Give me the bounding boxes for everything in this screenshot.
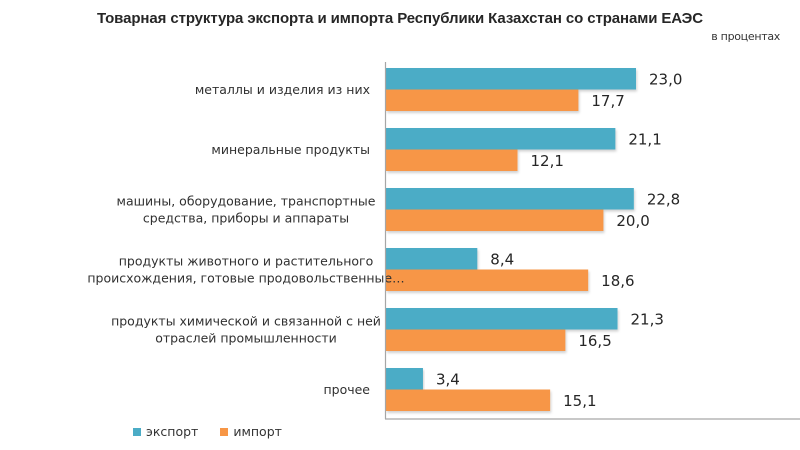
category-label: прочее [323, 382, 370, 397]
export-value-label: 23,0 [649, 70, 682, 88]
export-value-label: 21,3 [631, 310, 664, 328]
chart-title: Товарная структура экспорта и импорта Ре… [97, 10, 703, 27]
category-label-line: продукты животного и растительного [119, 254, 374, 269]
import-value-label: 15,1 [563, 392, 596, 410]
category-label-line: машины, оборудование, транспортные [117, 194, 376, 209]
export-bar [386, 188, 634, 210]
import-bar [386, 209, 604, 231]
export-value-label: 21,1 [628, 130, 661, 148]
category-label: металлы и изделия из них [195, 82, 370, 97]
export-bar [386, 368, 423, 390]
import-value-label: 17,7 [591, 92, 624, 110]
import-value-label: 16,5 [578, 332, 611, 350]
category-label-line: происхождения, готовые продовольственные… [87, 271, 404, 286]
import-value-label: 12,1 [531, 152, 564, 170]
category-labels: металлы и изделия из них минеральные прод… [87, 82, 404, 397]
category-label: минеральные продукты [211, 142, 370, 157]
category-label-line: продукты химической и связанной с ней [111, 314, 381, 329]
category-label-line: прочее [323, 382, 370, 397]
legend-swatch-export [133, 427, 141, 436]
legend: экспорт импорт [133, 424, 282, 439]
export-value-label: 22,8 [647, 190, 680, 208]
export-bar [386, 128, 616, 150]
import-bar [386, 329, 566, 351]
export-value-label: 3,4 [436, 370, 460, 388]
category-label-line: отраслей промышленности [155, 331, 337, 346]
export-bar [386, 248, 478, 270]
category-label: машины, оборудование, транспортные средст… [117, 194, 376, 226]
legend-swatch-import [220, 427, 229, 436]
import-value-label: 20,0 [616, 212, 649, 230]
legend-item-export: экспорт [133, 424, 198, 439]
value-labels: 23,0 17,7 21,1 12,1 22,8 20,0 8,4 18,6 21,3 16,5 3… [436, 70, 682, 410]
legend-item-import: импорт [220, 424, 282, 439]
import-bar [386, 89, 579, 111]
bars-layer [386, 68, 637, 411]
import-bar [386, 149, 518, 171]
export-bar [386, 68, 637, 90]
import-bar [386, 389, 551, 411]
legend-label-import: импорт [233, 424, 282, 439]
import-value-label: 18,6 [601, 272, 634, 290]
category-label-line: металлы и изделия из них [195, 82, 370, 97]
category-label-line: средства, приборы и аппараты [143, 211, 349, 226]
category-label-line: минеральные продукты [211, 142, 370, 157]
legend-label-export: экспорт [146, 424, 199, 439]
export-value-label: 8,4 [490, 250, 514, 268]
category-label: продукты животного и растительного происх… [87, 254, 404, 286]
category-label: продукты химической и связанной с ней отр… [111, 314, 381, 346]
export-bar [386, 308, 618, 330]
import-bar [386, 269, 589, 291]
chart-unit-subtitle: в процентах [711, 30, 780, 43]
